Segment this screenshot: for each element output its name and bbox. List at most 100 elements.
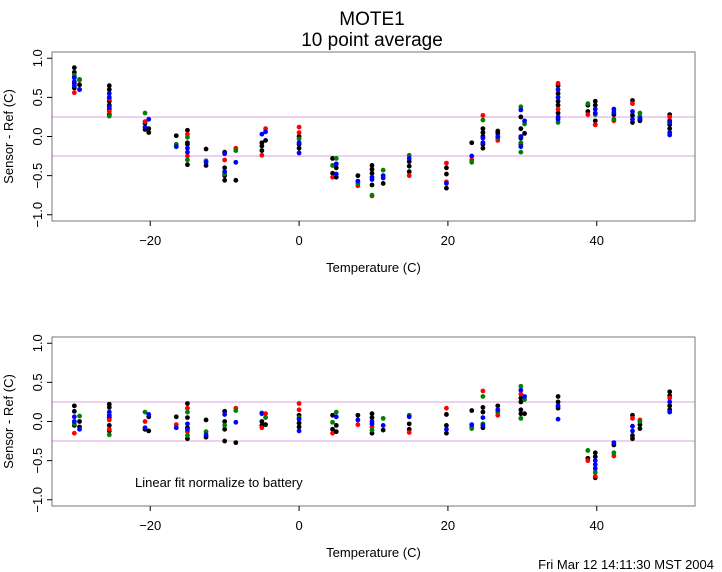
chart-subtitle: 10 point average	[301, 30, 443, 51]
data-point	[667, 114, 673, 120]
data-point	[585, 448, 591, 453]
data-point	[330, 412, 335, 418]
data-point	[518, 415, 524, 421]
data-point	[106, 423, 112, 428]
data-point	[495, 407, 501, 413]
data-point	[106, 91, 112, 96]
data-point	[480, 388, 486, 394]
data-point	[630, 109, 635, 114]
data-point	[480, 140, 486, 146]
data-point	[480, 112, 486, 118]
data-point	[185, 421, 190, 427]
data-point	[71, 83, 77, 89]
data-point	[263, 138, 268, 143]
data-point	[333, 429, 339, 435]
data-point	[71, 79, 77, 85]
data-point	[71, 408, 77, 414]
data-point	[333, 161, 339, 167]
data-point	[518, 107, 524, 113]
data-point	[296, 150, 302, 156]
data-point	[106, 426, 112, 432]
data-point	[611, 109, 617, 115]
data-point	[480, 145, 486, 151]
data-point	[142, 124, 148, 130]
data-point	[71, 419, 77, 424]
data-point	[333, 165, 339, 171]
x-tick-label: 20	[441, 233, 455, 248]
data-point	[106, 87, 112, 92]
data-point	[222, 419, 228, 424]
data-point	[592, 454, 598, 460]
y-tick-label: 0.5	[30, 373, 45, 391]
data-point	[480, 135, 486, 141]
data-point	[333, 414, 339, 420]
data-point	[380, 175, 386, 181]
data-point	[369, 170, 375, 176]
data-point	[233, 408, 239, 413]
data-point	[469, 159, 475, 165]
data-point	[585, 101, 591, 107]
data-point	[592, 450, 598, 456]
y-tick-label: 1.0	[30, 334, 45, 352]
data-point	[444, 181, 449, 186]
data-point	[469, 408, 475, 413]
data-point	[555, 80, 561, 86]
data-point	[106, 94, 112, 100]
data-point	[259, 419, 265, 424]
x-axis-label: Temperature (C)	[326, 545, 421, 560]
data-point	[369, 411, 375, 417]
data-point	[333, 409, 339, 415]
data-point	[380, 167, 386, 173]
data-point	[71, 90, 77, 96]
data-point	[259, 425, 265, 431]
data-point	[406, 163, 412, 169]
data-point	[263, 129, 268, 135]
x-tick-label: −20	[139, 233, 161, 248]
data-point	[444, 430, 449, 436]
data-point	[330, 426, 335, 432]
x-tick-label: 0	[295, 233, 302, 248]
data-point	[592, 102, 598, 108]
data-point	[222, 423, 228, 428]
data-point	[555, 87, 561, 92]
data-point	[330, 174, 335, 180]
x-axis-label: Temperature (C)	[326, 260, 421, 275]
data-point	[630, 101, 635, 107]
data-point	[592, 110, 598, 116]
data-point	[71, 403, 77, 409]
data-point	[480, 130, 486, 135]
data-point	[173, 425, 179, 431]
y-tick-label: −0.5	[30, 448, 45, 474]
data-point	[637, 426, 643, 431]
data-point	[469, 426, 475, 431]
annotation: Linear fit normalize to battery	[135, 475, 303, 490]
data-point	[296, 401, 302, 406]
data-point	[406, 421, 412, 427]
data-point	[330, 170, 335, 176]
data-point	[592, 122, 598, 128]
panel-bottom: −20 0 20 40 −1.0 −0.5 0.0 0.5 1.0 Temperature (C)…	[1, 334, 696, 560]
data-point	[77, 76, 82, 82]
y-tick-label: 0.0	[30, 127, 45, 145]
data-point	[185, 157, 190, 163]
data-point	[296, 424, 302, 430]
data-point	[480, 409, 486, 415]
data-point	[330, 419, 335, 425]
data-point	[106, 104, 112, 110]
data-point	[667, 126, 673, 132]
data-point	[592, 98, 598, 104]
data-point	[630, 415, 635, 421]
data-point	[469, 422, 475, 428]
data-point	[296, 407, 302, 413]
data-point	[71, 414, 77, 420]
data-point	[518, 395, 524, 401]
data-point	[222, 157, 228, 163]
data-point	[518, 134, 524, 139]
data-point	[518, 383, 524, 389]
data-point	[222, 438, 228, 444]
data-point	[355, 178, 361, 184]
data-point	[203, 417, 209, 423]
data-point	[173, 133, 179, 139]
data-point	[185, 145, 190, 151]
data-point	[296, 140, 302, 146]
